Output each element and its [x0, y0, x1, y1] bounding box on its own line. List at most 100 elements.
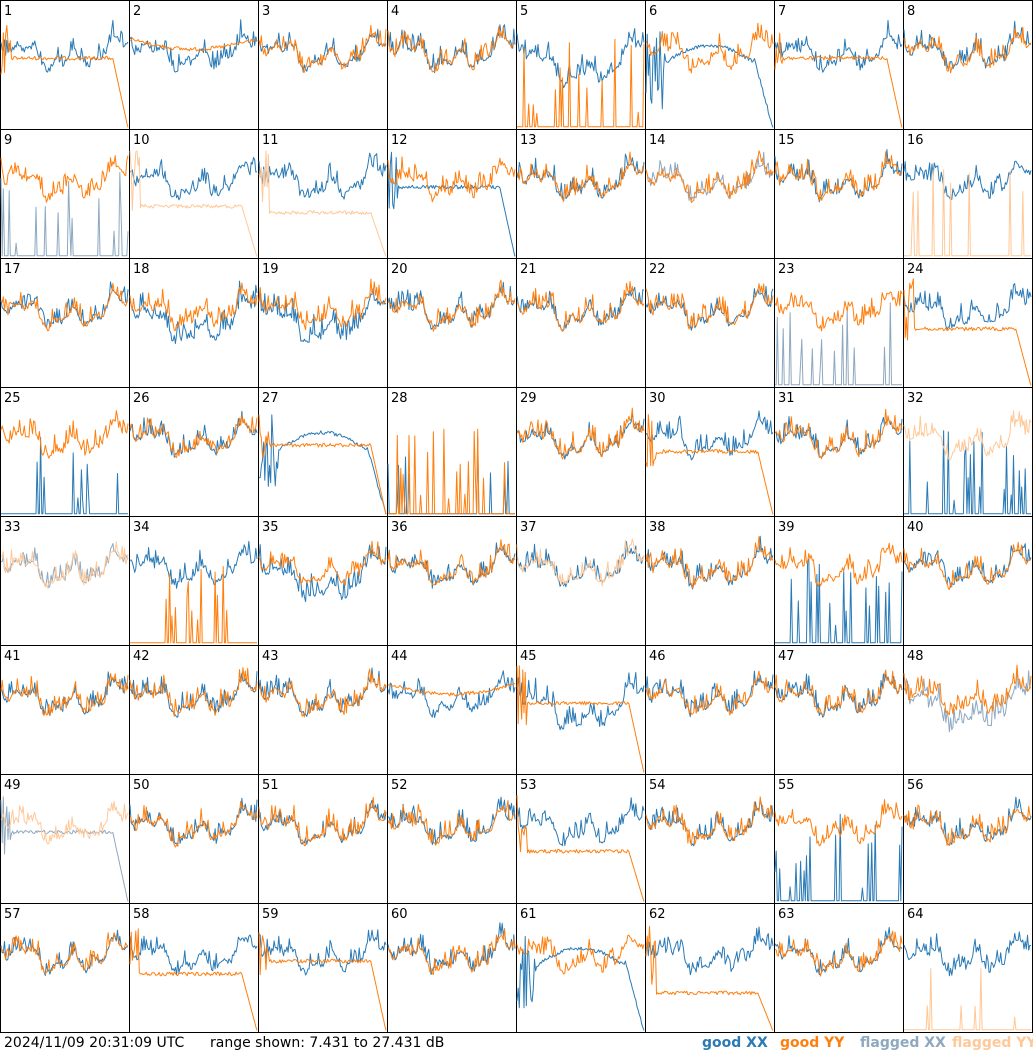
panel-number: 45	[520, 649, 537, 664]
panel-18: 18	[129, 258, 259, 388]
panel-15: 15	[774, 129, 904, 259]
series-xx-line	[387, 796, 516, 846]
panel-number: 10	[133, 133, 150, 148]
series-yy-line	[387, 539, 516, 586]
series-yy-line	[387, 928, 516, 976]
panel-frame	[0, 903, 130, 1033]
panel-frame	[387, 258, 517, 388]
series-yy-line	[903, 410, 1032, 460]
panel-frame	[516, 903, 646, 1033]
timestamp: 2024/11/09 20:31:09 UTC	[4, 1035, 185, 1051]
panel-frame	[0, 516, 130, 646]
panel-49: 49	[0, 774, 130, 904]
series-yy-line	[258, 796, 387, 847]
series-yy-line	[903, 26, 1032, 74]
series-yy-line	[258, 24, 387, 73]
panel-frame	[129, 774, 259, 904]
series-yy-line	[774, 32, 903, 128]
panel-55: 55	[774, 774, 904, 904]
series-xx-line	[903, 666, 1032, 733]
series-yy-line	[0, 25, 129, 128]
series-yy-line	[387, 682, 516, 697]
panel-frame	[516, 258, 646, 388]
panel-number: 59	[262, 907, 279, 922]
panel-37: 37	[516, 516, 646, 646]
panel-frame	[0, 774, 130, 904]
panel-frame	[516, 516, 646, 646]
panel-3: 3	[258, 0, 388, 130]
panel-2: 2	[129, 0, 259, 130]
panel-frame	[258, 774, 388, 904]
panel-number: 43	[262, 649, 279, 664]
panel-frame	[903, 258, 1033, 388]
series-xx-line	[0, 172, 129, 257]
legend-good-yy: good YY	[780, 1035, 845, 1051]
series-xx-line	[516, 797, 645, 847]
panel-13: 13	[516, 129, 646, 259]
series-yy-line	[645, 414, 774, 515]
panel-6: 6	[645, 0, 775, 130]
series-xx-line	[387, 151, 516, 257]
series-yy-line	[387, 279, 516, 332]
panel-frame	[774, 387, 904, 517]
panel-frame	[645, 387, 775, 517]
panel-19: 19	[258, 258, 388, 388]
series-yy-line	[388, 428, 515, 515]
footer: 2024/11/09 20:31:09 UTC range shown: 7.4…	[0, 1033, 1033, 1053]
series-yy-line	[0, 800, 129, 845]
panel-frame	[387, 516, 517, 646]
panel-12: 12	[387, 129, 517, 259]
panel-number: 1	[4, 4, 12, 19]
panel-36: 36	[387, 516, 517, 646]
series-xx-line	[516, 935, 645, 1031]
legend-flagged-xx: flagged XX	[860, 1035, 946, 1051]
panel-63: 63	[774, 903, 904, 1033]
panel-59: 59	[258, 903, 388, 1033]
series-yy-line	[0, 410, 129, 459]
panel-62: 62	[645, 903, 775, 1033]
panel-34: 34	[129, 516, 259, 646]
panel-60: 60	[387, 903, 517, 1033]
panel-47: 47	[774, 645, 904, 775]
panel-frame	[903, 903, 1033, 1033]
panel-frame	[0, 645, 130, 775]
series-xx-line	[258, 667, 387, 717]
panel-frame	[516, 774, 646, 904]
legend-flagged-yy: flagged YY	[952, 1035, 1033, 1051]
series-xx-line	[258, 544, 387, 603]
series-yy-line	[129, 414, 258, 458]
series-yy-line	[258, 540, 387, 586]
panel-frame	[645, 0, 775, 130]
panel-5: 5	[516, 0, 646, 130]
panel-33: 33	[0, 516, 130, 646]
series-yy-line	[0, 155, 129, 203]
panel-frame	[258, 129, 388, 259]
panel-frame	[645, 129, 775, 259]
series-yy-line	[903, 278, 1032, 386]
panel-frame	[903, 516, 1033, 646]
panel-number: 32	[907, 391, 924, 406]
series-yy-line	[387, 26, 516, 73]
panel-number: 12	[391, 133, 408, 148]
panel-number: 44	[391, 649, 408, 664]
panel-1: 1	[0, 0, 130, 130]
panel-number: 46	[649, 649, 666, 664]
panel-number: 41	[4, 649, 21, 664]
series-yy-line	[0, 541, 129, 589]
panel-40: 40	[903, 516, 1033, 646]
panel-frame	[258, 516, 388, 646]
series-xx-line	[645, 410, 774, 461]
panel-frame	[645, 645, 775, 775]
panel-number: 20	[391, 262, 408, 277]
panel-frame	[774, 903, 904, 1033]
range-text: range shown: 7.431 to 27.431 dB	[210, 1035, 445, 1051]
panel-42: 42	[129, 645, 259, 775]
legend-good-xx: good XX	[702, 1035, 768, 1051]
panel-number: 16	[907, 133, 924, 148]
panel-number: 35	[262, 520, 279, 535]
panel-58: 58	[129, 903, 259, 1033]
series-yy-line	[516, 795, 645, 902]
panel-number: 56	[907, 778, 924, 793]
panel-9: 9	[0, 129, 130, 259]
